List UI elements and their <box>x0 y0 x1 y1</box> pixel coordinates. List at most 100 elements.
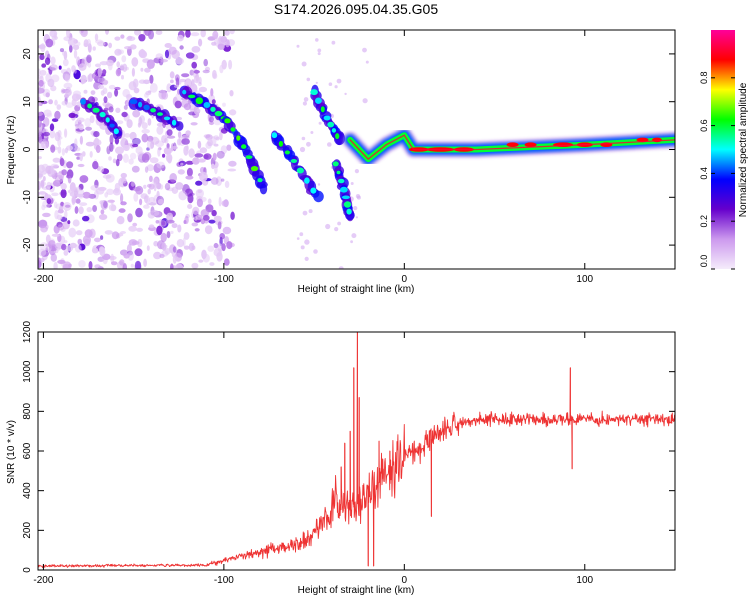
noise-blob <box>69 44 73 53</box>
noise-blob <box>222 102 226 107</box>
noise-blob <box>140 67 144 72</box>
streak-core <box>150 108 157 113</box>
noise-blob <box>50 166 55 175</box>
noise-blob <box>59 48 65 53</box>
noise-blob <box>75 198 81 204</box>
noise-blob <box>61 148 65 156</box>
noise-blob <box>146 147 150 151</box>
noise-blob <box>49 129 56 139</box>
noise-blob <box>121 55 127 63</box>
noise-blob <box>195 180 203 186</box>
noise-blob <box>129 152 137 160</box>
noise-blob <box>207 198 212 205</box>
noise-blob <box>63 82 73 89</box>
noise-blob <box>133 192 139 202</box>
noise-blob <box>76 156 81 160</box>
noise-blob <box>161 221 166 226</box>
streak-core <box>335 133 340 140</box>
noise-blob <box>105 173 115 183</box>
noise-blob <box>61 100 68 106</box>
noise-blob <box>181 138 190 145</box>
streak-core <box>188 94 196 99</box>
noise-blob <box>74 138 78 148</box>
noise-blob <box>53 201 58 209</box>
noise-blob <box>301 136 306 141</box>
streak-core <box>346 208 352 215</box>
noise-blob <box>62 261 72 269</box>
noise-blob <box>229 109 237 116</box>
spectrogram-x-tick-label: -200 <box>33 274 53 285</box>
noise-blob <box>156 122 164 127</box>
noise-blob <box>211 99 216 105</box>
noise-blob <box>138 34 146 42</box>
noise-blob <box>83 89 88 94</box>
noise-blob <box>161 242 167 251</box>
noise-blob <box>41 141 49 149</box>
noise-blob <box>315 38 319 42</box>
noise-blob <box>103 201 108 209</box>
streak-core <box>143 104 150 111</box>
noise-blob <box>120 34 125 39</box>
noise-blob <box>72 44 80 51</box>
noise-blob <box>56 104 62 110</box>
noise-blob <box>141 133 149 143</box>
noise-blob <box>184 78 192 88</box>
spectrogram-y-tick-label: 20 <box>22 48 33 60</box>
noise-blob <box>214 164 218 175</box>
noise-blob <box>45 38 54 48</box>
noise-blob <box>203 154 209 159</box>
noise-blob <box>147 118 152 126</box>
noise-blob <box>104 30 110 35</box>
noise-blob <box>205 134 213 141</box>
noise-blob <box>121 74 124 80</box>
noise-blob <box>210 88 214 97</box>
noise-blob <box>108 106 114 113</box>
noise-blob <box>114 88 119 97</box>
colorbar-gradient <box>711 30 735 269</box>
noise-blob <box>102 253 111 260</box>
snr-y-tick-label: 0 <box>22 567 33 573</box>
noise-blob <box>122 153 129 163</box>
noise-blob <box>41 170 47 175</box>
noise-blob <box>205 141 212 149</box>
noise-blob <box>38 156 42 160</box>
noise-blob <box>99 200 105 205</box>
noise-blob <box>149 74 154 84</box>
noise-blob <box>176 138 182 146</box>
noise-blob <box>150 141 155 149</box>
noise-blob <box>38 248 47 257</box>
noise-blob <box>194 216 198 221</box>
noise-blob <box>86 54 92 63</box>
noise-blob <box>143 204 150 209</box>
noise-blob <box>197 81 202 87</box>
noise-blob <box>183 245 190 250</box>
noise-blob <box>216 251 223 262</box>
noise-blob <box>131 67 135 77</box>
noise-blob <box>185 30 191 38</box>
noise-blob <box>148 224 155 229</box>
noise-blob <box>144 166 149 173</box>
noise-blob <box>114 48 122 56</box>
noise-blob <box>211 209 217 217</box>
noise-blob <box>144 67 151 73</box>
noise-blob <box>202 253 210 263</box>
snr-y-tick-label: 800 <box>22 403 33 420</box>
noise-blob <box>222 226 232 235</box>
noise-blob <box>61 169 67 176</box>
noise-blob <box>166 231 171 239</box>
noise-blob <box>153 163 162 174</box>
noise-blob <box>169 71 175 79</box>
streak-core <box>195 97 203 105</box>
noise-blob <box>132 222 138 227</box>
noise-blob <box>304 256 309 261</box>
noise-blob <box>64 147 69 154</box>
noise-blob <box>146 139 155 150</box>
streak-core <box>284 150 290 155</box>
noise-blob <box>223 44 232 52</box>
noise-blob <box>212 152 217 161</box>
noise-blob <box>66 174 72 179</box>
noise-blob <box>41 204 46 211</box>
noise-blob <box>99 247 106 257</box>
noise-blob <box>149 83 158 93</box>
